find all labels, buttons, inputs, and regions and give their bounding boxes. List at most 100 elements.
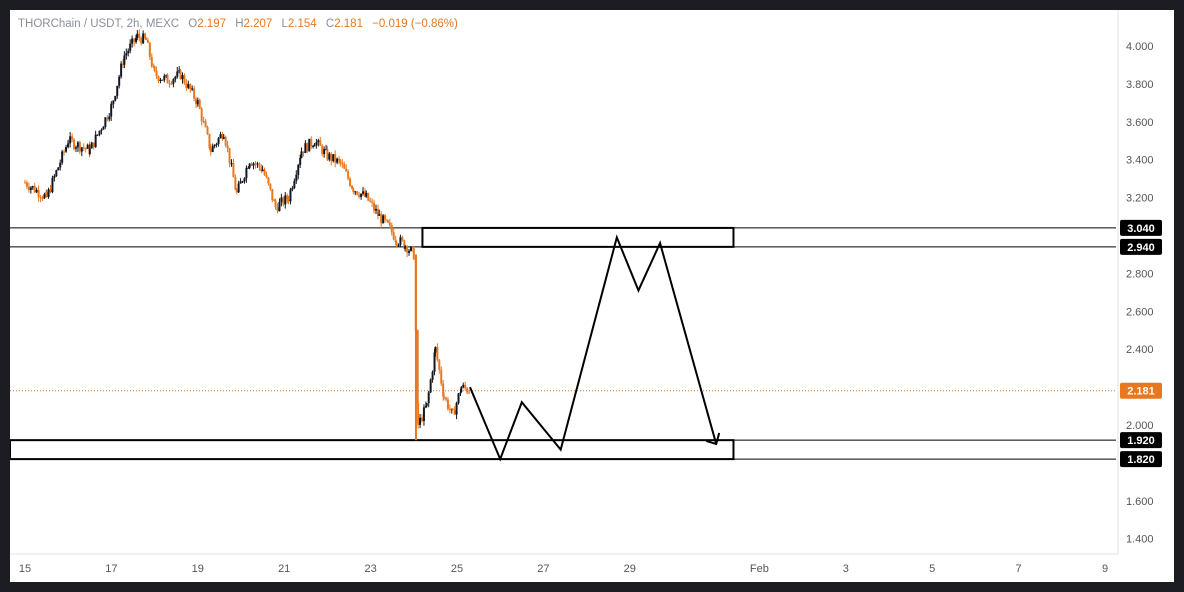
candle-body [43, 194, 46, 199]
legend-open-value: 2.197 [197, 18, 226, 30]
candle-body [55, 170, 58, 176]
candle-body [165, 74, 168, 76]
candle-body [118, 76, 121, 86]
candle-body [196, 100, 199, 105]
candle-body [69, 136, 72, 144]
candle-body [417, 403, 420, 425]
y-tick-label: 3.600 [1126, 117, 1154, 129]
candle-body [271, 188, 274, 201]
candle-body [209, 148, 212, 152]
candle-body [341, 162, 344, 165]
candle-body [390, 225, 393, 233]
candle-body [92, 142, 95, 148]
legend-open-label: O [188, 18, 198, 30]
candle-body [237, 183, 240, 193]
candle-body [108, 116, 111, 120]
candle-body [73, 139, 76, 149]
y-tick-label: 3.200 [1126, 193, 1154, 205]
x-tick-label: 5 [929, 563, 935, 575]
x-tick-label: 3 [843, 563, 849, 575]
price-tag-support-low: 1.820 [1127, 454, 1155, 466]
candle-body [373, 202, 376, 211]
candle-body [363, 191, 366, 197]
candle-body [310, 138, 313, 147]
candle-body [123, 55, 126, 65]
y-tick-label: 2.800 [1126, 268, 1154, 280]
candle-body [256, 163, 259, 165]
x-tick-label: Feb [750, 563, 769, 575]
price-tag-resistance-high-bg [1120, 219, 1162, 236]
candle-body [395, 242, 398, 245]
price-tag-last: 2.181 [1127, 386, 1155, 398]
x-tick-label: 19 [192, 563, 204, 575]
price-tag-last-bg [1120, 382, 1162, 399]
x-tick-label: 27 [537, 563, 549, 575]
price-tag-resistance-high: 3.040 [1127, 223, 1155, 235]
candle-body [386, 219, 389, 221]
candle-body [243, 178, 246, 182]
candle-body [349, 178, 352, 186]
candle-body [140, 38, 143, 44]
candle-body [265, 174, 268, 178]
candle-body [112, 100, 115, 105]
candle-body [351, 185, 354, 189]
candle-body [371, 201, 374, 203]
candle-body [289, 189, 292, 202]
candle-body [278, 201, 281, 212]
candle-body [222, 136, 225, 139]
candle-body [221, 134, 224, 139]
candle-body [386, 220, 389, 223]
candle-body [464, 384, 467, 389]
candle-body [94, 134, 97, 148]
candle-body [202, 121, 205, 123]
candle-body [380, 214, 383, 224]
candle-body [200, 108, 203, 122]
candle-body [304, 143, 307, 153]
candle-body [306, 143, 309, 152]
y-tick-label: 2.000 [1126, 420, 1154, 432]
candle-body [25, 182, 28, 187]
candle-body [362, 191, 365, 194]
candle-body [326, 149, 329, 160]
candle-body [228, 148, 231, 164]
candle-body [378, 214, 381, 216]
legend-close-label: C [325, 18, 335, 30]
candle-body [211, 146, 214, 152]
candle-body [176, 71, 179, 77]
candle-body [122, 63, 125, 65]
candle-body [193, 88, 196, 99]
x-tick-label: 15 [19, 563, 31, 575]
candle-body [338, 158, 341, 161]
candle-body [208, 133, 211, 149]
candle-body [168, 83, 171, 85]
candle-body [260, 167, 263, 172]
candle-body [365, 192, 368, 197]
candle-body [37, 189, 40, 198]
candle-body [181, 75, 184, 80]
legend-high-label: H [235, 18, 244, 30]
candle-body [88, 148, 91, 155]
candle-body [204, 121, 207, 128]
price-tag-support-high-bg [1120, 432, 1162, 449]
candle-body [286, 195, 289, 200]
candle-body [273, 200, 276, 202]
candle-body [382, 215, 385, 224]
candle-body [403, 240, 406, 249]
candle-body [150, 56, 153, 67]
candle-body [100, 129, 103, 131]
support-zone-box [10, 439, 735, 461]
candle-body [313, 145, 316, 147]
candle-body [232, 163, 235, 178]
resistance-zone-box [421, 226, 735, 248]
chart-canvas: 4.000 3.800 3.600 3.400 3.200 2.800 2.600 2.400… [10, 10, 1162, 575]
x-tick-label: 25 [451, 563, 463, 575]
candle-body [427, 392, 430, 404]
candle-body [31, 186, 34, 188]
candle-body [104, 117, 107, 127]
candle-body [144, 37, 147, 41]
candle-body [106, 117, 109, 120]
candle-body [189, 83, 192, 90]
candle-body [282, 197, 285, 205]
legend-symbol: THORChain / USDT, 2h, MEXC [18, 18, 180, 30]
candle-body [254, 163, 257, 165]
